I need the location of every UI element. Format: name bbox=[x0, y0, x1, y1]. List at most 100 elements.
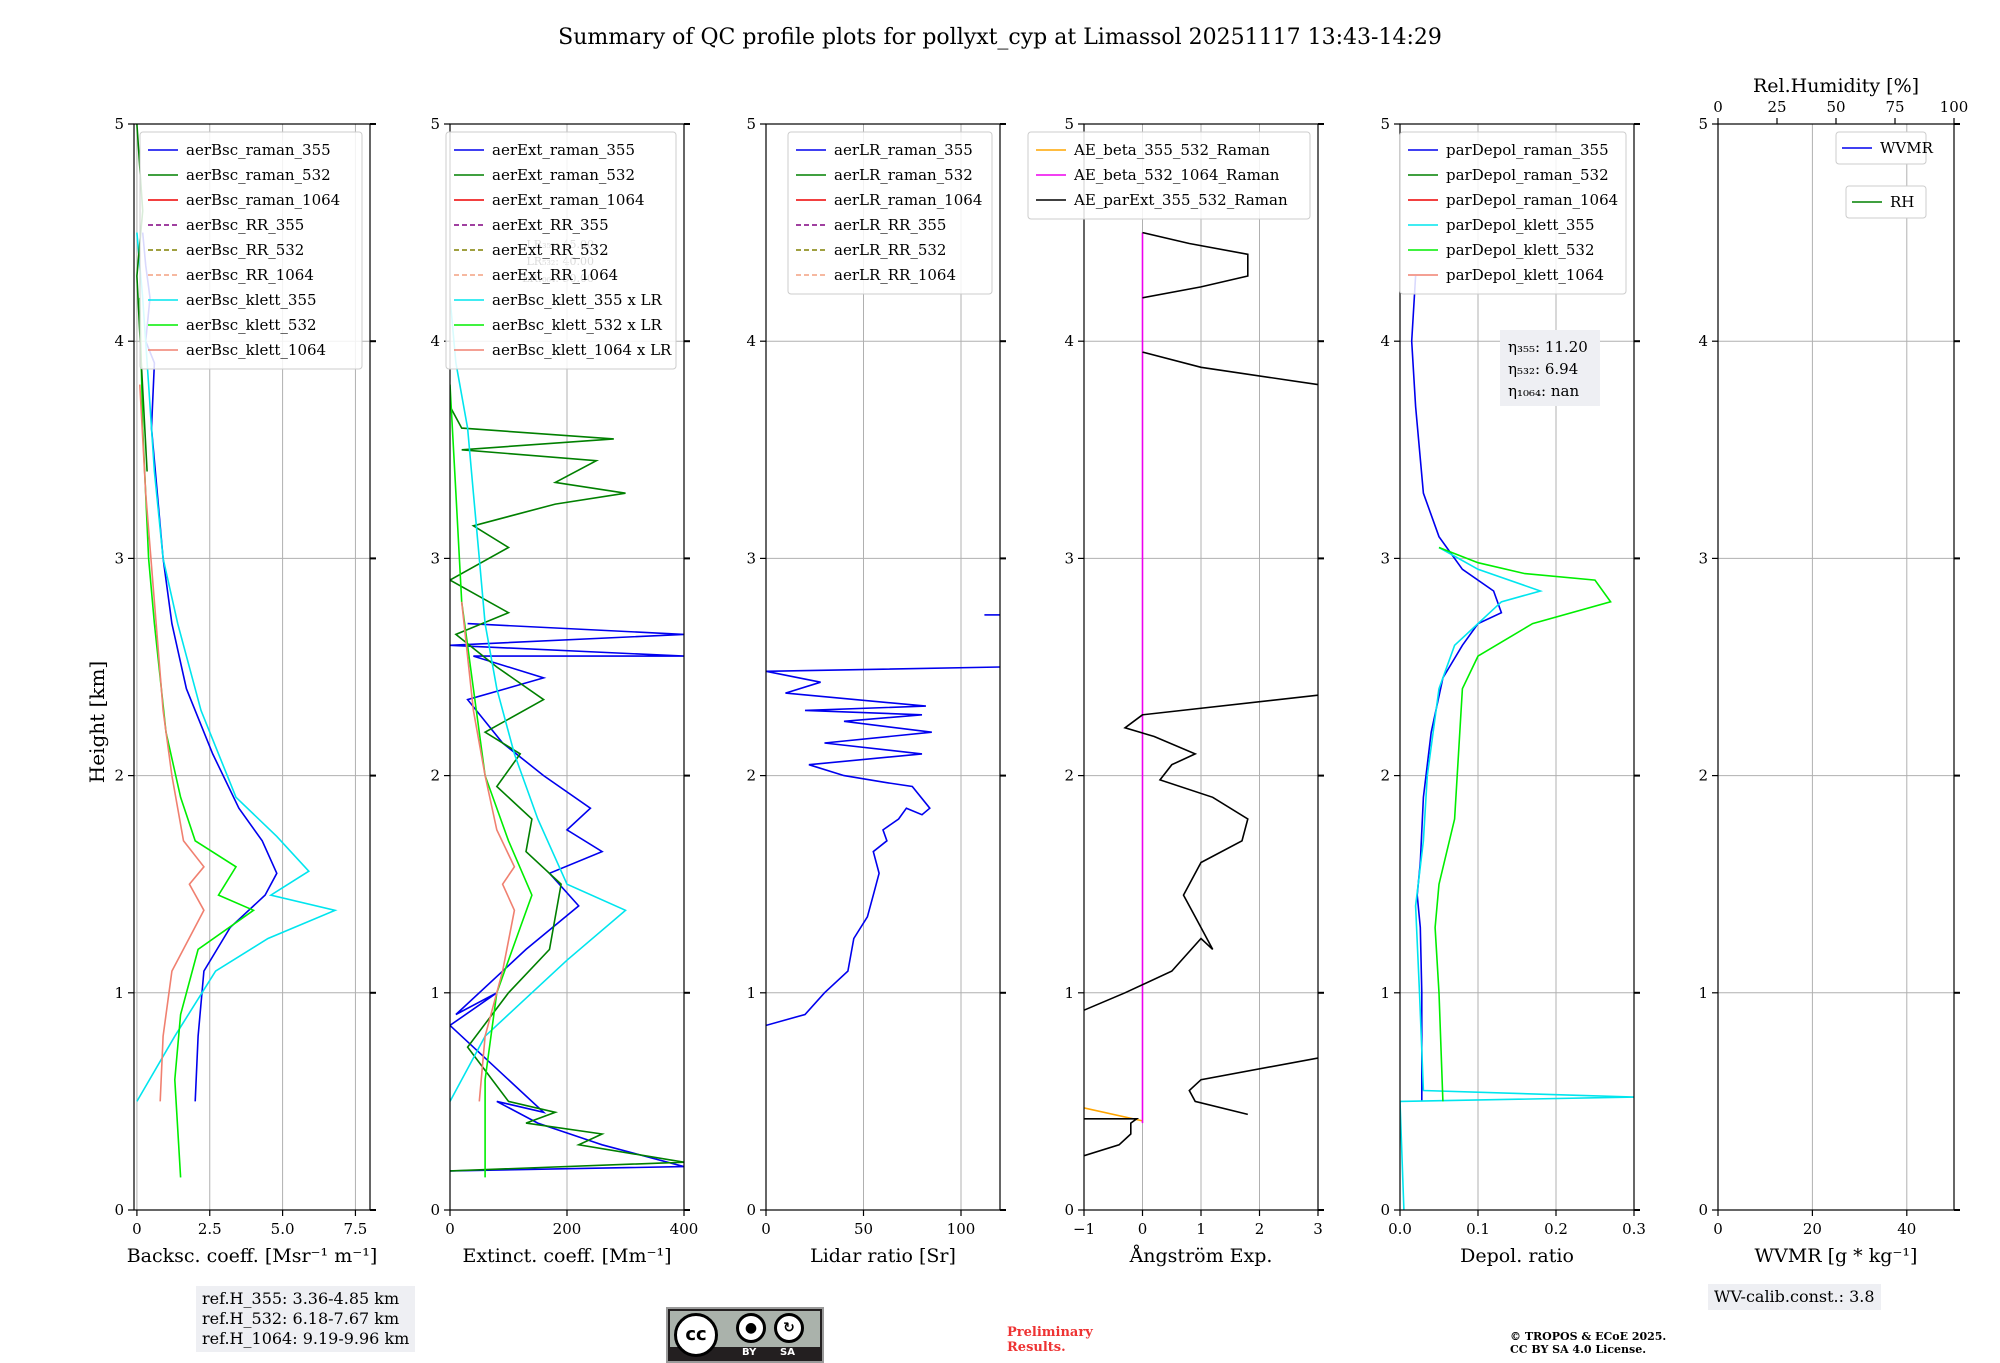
y-tick-label: 4 bbox=[1698, 332, 1708, 350]
legend-entry-label: aerBsc_klett_532 x LR bbox=[492, 316, 663, 334]
panel-6: 0 20 40 0 1 2 3 4 5 WVMR [g * kg⁻¹] 0 25 50 75 100 Rel.… bbox=[1698, 75, 1968, 1267]
series-group bbox=[136, 124, 338, 1178]
x-tick-label: 400 bbox=[670, 1220, 699, 1238]
x-axis-label: Backsc. coeff. [Msr⁻¹ m⁻¹] bbox=[127, 1245, 378, 1267]
axes-frame bbox=[1717, 123, 1955, 1211]
legend-entry-label: aerLR_RR_532 bbox=[834, 241, 946, 259]
series-group bbox=[1084, 231, 1318, 1157]
y-tick-label: 0 bbox=[114, 1201, 124, 1219]
legend-box bbox=[1027, 131, 1311, 220]
x-tick-label: 0.1 bbox=[1466, 1220, 1490, 1238]
legend-entry-label: aerBsc_klett_355 x LR bbox=[492, 291, 663, 309]
top-x-tick-label: 75 bbox=[1885, 98, 1904, 116]
legend-box bbox=[1399, 131, 1627, 295]
x-tick-label: 0 bbox=[761, 1220, 771, 1238]
legend: AE_beta_355_532_Raman AE_beta_532_1064_Ra… bbox=[1027, 131, 1311, 220]
y-tick-label: 3 bbox=[1380, 549, 1390, 567]
legend-entry-label: aerLR_raman_532 bbox=[834, 166, 973, 184]
axes-frame bbox=[1399, 123, 1635, 1211]
cc-by-label: BY bbox=[742, 1347, 757, 1358]
series-line-AE_parExt_355_532_Raman_e bbox=[1142, 231, 1249, 299]
y-tick-label: 1 bbox=[1064, 984, 1074, 1002]
legend-entry-label: aerExt_raman_1064 bbox=[492, 191, 645, 209]
x-tick-label: 3 bbox=[1313, 1220, 1323, 1238]
legend-entry-label: parDepol_raman_532 bbox=[1446, 166, 1609, 184]
y-tick-label: 0 bbox=[746, 1201, 756, 1219]
series-line-aerBsc_klett_355 bbox=[136, 232, 338, 1102]
x-tick-label: 40 bbox=[1897, 1220, 1916, 1238]
y-tick-label: 4 bbox=[746, 332, 756, 350]
wv-calibration-box: WV-calib.const.: 3.8 bbox=[1708, 1284, 1881, 1310]
x-tick-label: 5.0 bbox=[271, 1220, 295, 1238]
y-tick-label: 4 bbox=[114, 332, 124, 350]
series-group bbox=[450, 297, 684, 1178]
x-tick-label: 0 bbox=[132, 1220, 142, 1238]
cc-sa-label: SA bbox=[780, 1347, 795, 1358]
y-tick-label: 4 bbox=[430, 332, 440, 350]
series-line-aerBsc_klett_532 bbox=[139, 297, 256, 1178]
x-axis-label: Lidar ratio [Sr] bbox=[810, 1245, 956, 1267]
legend-box bbox=[1835, 131, 1927, 165]
legend-box bbox=[1845, 185, 1927, 219]
x-tick-label: 200 bbox=[553, 1220, 582, 1238]
legend-entry-label: parDepol_raman_355 bbox=[1446, 141, 1609, 159]
series-line-aerBsc_klett_355 x LR bbox=[450, 297, 627, 1102]
top-x-tick-label: 0 bbox=[1713, 98, 1723, 116]
legend-entry-label: aerBsc_RR_1064 bbox=[186, 266, 314, 284]
legend-entry-label: parDepol_klett_355 bbox=[1446, 216, 1595, 234]
legend-entry-label: aerBsc_raman_355 bbox=[186, 141, 331, 159]
y-tick-label: 2 bbox=[114, 767, 124, 785]
x-tick-label: 2.5 bbox=[198, 1220, 222, 1238]
x-tick-label: 0.3 bbox=[1622, 1220, 1646, 1238]
y-tick-label: 3 bbox=[746, 549, 756, 567]
x-tick-label: 7.5 bbox=[344, 1220, 368, 1238]
attribution-icon: ● bbox=[736, 1313, 766, 1343]
legend-box bbox=[445, 131, 677, 370]
x-tick-label: −1 bbox=[1073, 1220, 1095, 1238]
cc-license-badge[interactable]: cc ● ↻ BY SA bbox=[666, 1307, 824, 1363]
x-tick-label: 0 bbox=[1713, 1220, 1723, 1238]
eta-annotation: η₃₅₅: 11.20 bbox=[1508, 338, 1588, 356]
legend-entry-label: parDepol_raman_1064 bbox=[1446, 191, 1618, 209]
figure-title: Summary of QC profile plots for pollyxt_… bbox=[558, 25, 1442, 50]
share-alike-icon: ↻ bbox=[774, 1313, 804, 1343]
eta-annotation: η₁₀₆₄: nan bbox=[1508, 382, 1579, 400]
panel-3: 0 50 100 0 1 2 3 4 5 Lidar ratio [Sr] aerLR_raman_… bbox=[746, 115, 1006, 1267]
series-line-AE_parExt_355_532_Raman bbox=[1084, 1118, 1140, 1157]
legend-box bbox=[787, 131, 993, 295]
legend-entry-label: RH bbox=[1890, 193, 1914, 211]
x-tick-label: 50 bbox=[854, 1220, 873, 1238]
series-line-aerExt_raman_532 bbox=[450, 406, 684, 1172]
series-line-AE_parExt_355_532_Raman_b bbox=[1188, 1057, 1318, 1116]
top-x-tick-label: 50 bbox=[1826, 98, 1845, 116]
y-tick-label: 0 bbox=[1064, 1201, 1074, 1219]
legend-entry-label: parDepol_klett_1064 bbox=[1446, 266, 1604, 284]
legend-entry-label: aerLR_RR_355 bbox=[834, 216, 946, 234]
legend-entry-label: AE_beta_532_1064_Raman bbox=[1073, 166, 1280, 184]
axes-frame bbox=[133, 123, 371, 1211]
legend: aerLR_raman_355 aerLR_raman_532 aerLR_rama… bbox=[787, 131, 993, 295]
x-tick-label: 0.2 bbox=[1544, 1220, 1568, 1238]
legend: parDepol_raman_355 parDepol_raman_532 parD… bbox=[1399, 131, 1627, 295]
legend-entry-label: aerExt_raman_532 bbox=[492, 166, 635, 184]
legend-entry-label: aerBsc_RR_355 bbox=[186, 216, 304, 234]
x-tick-label: 20 bbox=[1803, 1220, 1822, 1238]
y-tick-label: 1 bbox=[1698, 984, 1708, 1002]
y-tick-label: 4 bbox=[1380, 332, 1390, 350]
panel-5: 0.0 0.1 0.2 0.3 0 1 2 3 4 5 Depol. ratio parDepol_r… bbox=[1380, 115, 1645, 1267]
axes-frame bbox=[765, 123, 1001, 1211]
x-axis-label: Depol. ratio bbox=[1460, 1245, 1574, 1267]
legend-entry-label: aerLR_raman_1064 bbox=[834, 191, 982, 209]
legend-entry-label: aerBsc_klett_1064 x LR bbox=[492, 341, 672, 359]
series-line-aerBsc_klett_1064 bbox=[139, 384, 205, 1102]
series-group bbox=[766, 614, 1000, 1027]
copyright-note: © TROPOS & ECoE 2025. CC BY SA 4.0 Licen… bbox=[1510, 1330, 1710, 1356]
y-tick-label: 2 bbox=[430, 767, 440, 785]
y-tick-label: 2 bbox=[1380, 767, 1390, 785]
y-tick-label: 1 bbox=[114, 984, 124, 1002]
legend: WVMR RH bbox=[1835, 131, 1934, 219]
legend-entry-label: aerExt_RR_1064 bbox=[492, 266, 618, 284]
series-line-aerBsc_klett_532 x LR bbox=[450, 384, 533, 1178]
